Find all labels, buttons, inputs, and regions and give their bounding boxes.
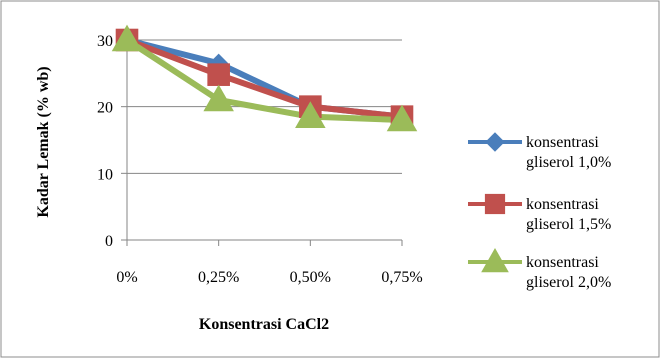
x-tick-label: 0,25%	[198, 269, 239, 286]
legend-label-2-line1: konsentrasi	[526, 196, 599, 213]
y-axis-title: Kadar Lemak (% wb)	[35, 66, 52, 217]
legend: konsentrasi gliserol 1,0% konsentrasi glise…	[468, 132, 611, 291]
legend-label-2-line2: gliserol 1,5%	[526, 216, 611, 233]
legend-label-1-line1: konsentrasi	[526, 134, 599, 151]
legend-label-3-line2: gliserol 2,0%	[526, 274, 611, 291]
x-axis-title: Konsentrasi CaCl2	[199, 316, 329, 333]
data-point-3-4	[386, 104, 418, 132]
legend-marker-1	[485, 132, 505, 152]
legend-marker-3	[481, 248, 509, 273]
x-tick-label: 0,75%	[381, 269, 422, 286]
y-tick-label: 30	[97, 33, 113, 50]
series-line-2	[125, 37, 403, 120]
series-lines	[125, 37, 403, 123]
y-tick-labels: 0 10 20 30	[97, 33, 113, 250]
legend-label-1-line2: gliserol 1,0%	[526, 154, 611, 171]
data-point-3-1	[111, 24, 143, 52]
x-tick-label: 0%	[116, 269, 137, 286]
data-point-2-2	[207, 63, 230, 86]
series-markers	[111, 24, 418, 132]
legend-label-3-line1: konsentrasi	[526, 254, 599, 271]
series-line-3	[125, 37, 403, 123]
legend-marker-2	[484, 193, 506, 215]
data-point-3-3	[295, 101, 326, 128]
x-tick-labels: 0% 0,25% 0,50% 0,75%	[116, 269, 422, 286]
y-tick-label: 20	[97, 100, 113, 117]
y-tick-label: 0	[105, 233, 113, 250]
x-tick-label: 0,50%	[290, 269, 331, 286]
data-point-3-2	[203, 84, 234, 112]
y-tick-label: 10	[97, 166, 113, 183]
